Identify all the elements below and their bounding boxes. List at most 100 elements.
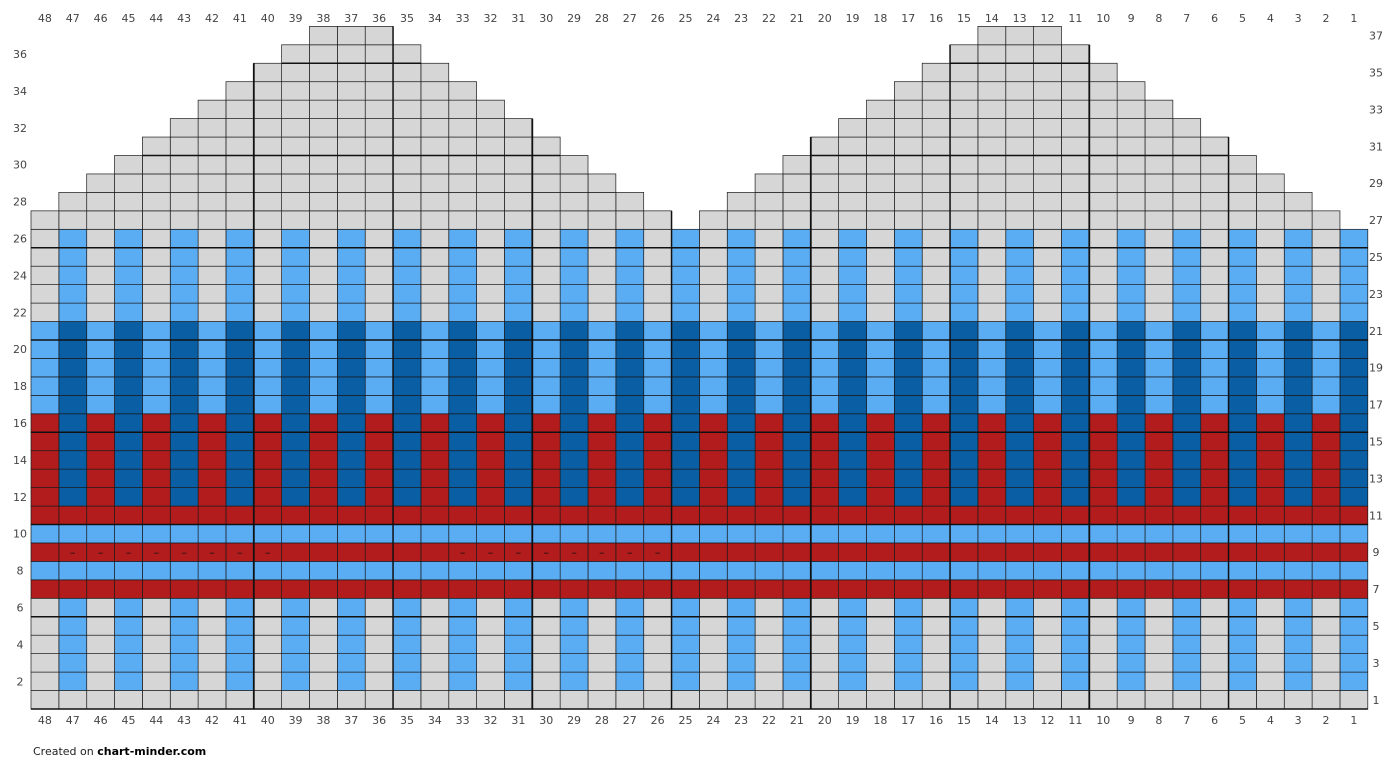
stitch-cell [726,487,756,507]
stitch-cell [504,561,533,581]
stitch-cell [392,487,422,507]
row-label-left: 34 [13,85,27,98]
stitch-cell [504,358,533,378]
stitch-cell [337,413,366,433]
stitch-cell [1311,321,1341,341]
stitch-cell [866,99,895,119]
stitch-cell [1033,284,1062,304]
stitch-cell [476,616,505,636]
stitch-cell [253,468,283,488]
stitch-cell [1005,118,1034,138]
stitch-cell [448,302,477,322]
stitch-cell [281,284,310,304]
stitch-cell [281,395,310,415]
stitch-cell [699,450,728,470]
stitch-cell [281,505,310,525]
stitch-cell [309,579,338,599]
stitch-cell [838,284,867,304]
stitch-cell [559,561,589,581]
stitch-cell [1311,579,1341,599]
stitch-cell [559,192,589,212]
stitch-cell [810,579,839,599]
stitch-cell [1088,634,1118,655]
column-label-top: 4 [1267,12,1274,25]
stitch-cell [754,690,784,710]
stitch-cell [30,468,60,488]
stitch-cell [364,228,394,249]
stitch-cell [949,653,979,673]
stitch-cell [1283,468,1313,488]
stitch-cell [392,118,422,138]
purl-mark: – [181,546,187,559]
stitch-cell [1144,192,1174,212]
stitch-cell [420,653,450,673]
stitch-cell [392,597,422,618]
stitch-cell [1283,192,1313,212]
stitch-cell [531,671,561,691]
stitch-cell [671,505,700,525]
stitch-cell [1283,228,1313,249]
stitch-cell [893,228,923,249]
stitch-cell [142,653,171,673]
stitch-cell [866,321,895,341]
stitch-cell [58,228,88,249]
stitch-cell [58,561,88,581]
stitch-cell [977,192,1007,212]
stitch-cell [810,671,839,691]
stitch-cell [169,395,199,415]
footer-site-link[interactable]: chart-minder.com [97,745,207,758]
stitch-cell [420,395,450,415]
stitch-cell [197,634,227,655]
stitch-cell [699,413,728,433]
stitch-cell [1033,395,1062,415]
stitch-cell [921,155,951,175]
stitch-cell [531,210,561,230]
stitch-cell [1116,210,1146,230]
stitch-cell [726,431,756,452]
stitch-cell [1256,192,1285,212]
stitch-cell [1088,228,1118,249]
stitch-cell [1144,505,1174,525]
stitch-cell [1144,524,1174,544]
stitch-cell [699,265,728,286]
stitch-cell [726,192,756,212]
stitch-cell [587,487,617,507]
column-label-bottom: 28 [595,714,609,727]
stitch-cell [309,321,338,341]
stitch-cell [281,653,310,673]
stitch-cell [1116,395,1146,415]
stitch-cell [504,321,533,341]
stitch-cell [142,339,171,359]
stitch-cell [86,505,115,525]
stitch-cell [531,358,561,378]
stitch-cell [30,247,60,267]
stitch-cell [671,228,700,249]
stitch-cell [921,505,951,525]
stitch-cell [337,542,366,562]
stitch-cell [893,173,923,193]
stitch-cell [1228,524,1257,544]
stitch-cell [782,690,812,710]
stitch-cell [810,284,839,304]
stitch-cell [559,173,589,193]
stitch-cell [1256,376,1285,396]
stitch-cell [337,192,366,212]
stitch-cell [1088,155,1118,175]
stitch-cell [643,228,672,249]
stitch-cell [392,44,422,64]
stitch-cell [810,173,839,193]
stitch-cell [337,395,366,415]
stitch-cell [921,487,951,507]
stitch-cell [1005,376,1034,396]
stitch-cell [1116,653,1146,673]
stitch-cell [1311,671,1341,691]
stitch-cell [1061,579,1090,599]
stitch-cell [1061,173,1090,193]
stitch-cell [1005,395,1034,415]
stitch-cell [337,284,366,304]
stitch-cell [1311,228,1341,249]
stitch-cell [114,247,143,267]
stitch-cell [726,228,756,249]
column-label-bottom: 15 [957,714,971,727]
stitch-cell [1311,265,1341,286]
